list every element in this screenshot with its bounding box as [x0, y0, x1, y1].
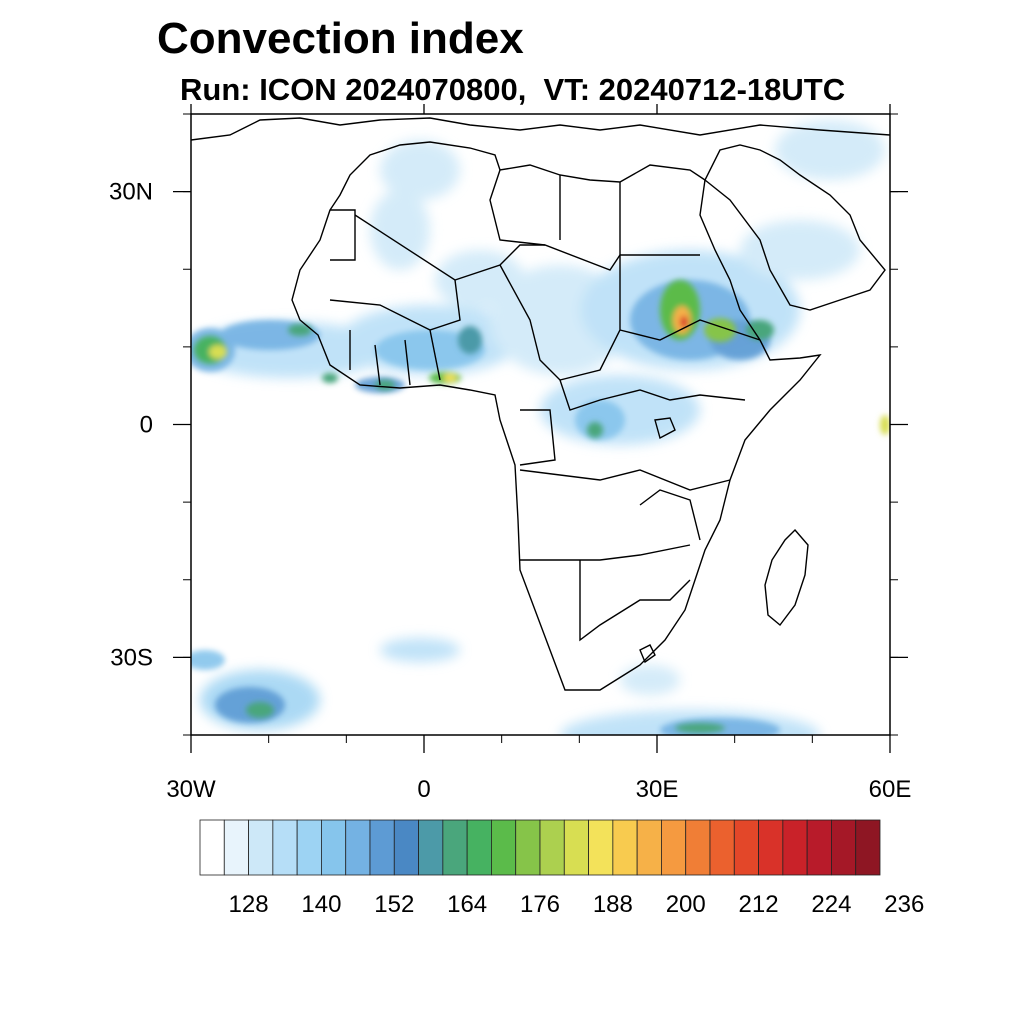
colorbar-box	[685, 819, 711, 876]
colorbar-label: 236	[884, 891, 924, 918]
colorbar-box	[369, 819, 395, 876]
colorbar-box	[831, 819, 857, 876]
colorbar-labels: 128 140 152 164 176 188 200 212 224 236	[229, 891, 925, 918]
lon-tick-label: 30W	[166, 776, 216, 803]
lat-tick-label: 30S	[110, 644, 153, 671]
colorbar-box	[539, 819, 565, 876]
colorbar-box	[806, 819, 832, 876]
colorbar-label: 152	[374, 891, 414, 918]
latitude-axis: 30N 0 30S	[109, 179, 908, 671]
colorbar-box	[661, 819, 687, 876]
colorbar-box	[223, 819, 249, 876]
colorbar-label: 200	[666, 891, 706, 918]
colorbar-box	[758, 819, 784, 876]
lon-tick-label: 60E	[869, 776, 912, 803]
colorbar-box	[272, 819, 298, 876]
colorbar-box	[612, 819, 638, 876]
colorbar-label: 176	[520, 891, 560, 918]
colorbar-box	[321, 819, 347, 876]
lat-tick-label: 30N	[109, 179, 153, 206]
convection-field	[191, 120, 890, 735]
colorbar-box	[491, 819, 517, 876]
colorbar-box	[563, 819, 589, 876]
colorbar-label: 212	[739, 891, 779, 918]
colorbar	[199, 819, 881, 876]
colorbar-box	[709, 819, 735, 876]
colorbar-box	[393, 819, 419, 876]
lat-tick-label: 0	[140, 412, 153, 439]
colorbar-box	[733, 819, 759, 876]
minor-ticks	[183, 113, 898, 743]
colorbar-label: 224	[811, 891, 851, 918]
colorbar-box	[588, 819, 614, 876]
colorbar-box	[418, 819, 444, 876]
colorbar-label: 128	[229, 891, 269, 918]
map-frame	[190, 113, 891, 736]
colorbar-box	[296, 819, 322, 876]
colorbar-box	[636, 819, 662, 876]
colorbar-box	[782, 819, 808, 876]
colorbar-box	[442, 819, 468, 876]
chart-title: Convection index	[157, 14, 524, 63]
colorbar-box	[855, 819, 881, 876]
coastlines	[191, 117, 890, 691]
colorbar-box	[345, 819, 371, 876]
colorbar-box	[515, 819, 541, 876]
colorbar-label: 188	[593, 891, 633, 918]
colorbar-label: 164	[447, 891, 487, 918]
lon-tick-label: 30E	[636, 776, 679, 803]
lon-tick-label: 0	[417, 776, 430, 803]
run-subtitle: Run: ICON 2024070800, VT: 20240712-18UTC	[180, 72, 846, 107]
colorbar-label: 140	[301, 891, 341, 918]
colorbar-box	[248, 819, 274, 876]
longitude-axis: 30W 0 30E 60E	[166, 104, 911, 803]
colorbar-box	[466, 819, 492, 876]
colorbar-box	[199, 819, 225, 876]
